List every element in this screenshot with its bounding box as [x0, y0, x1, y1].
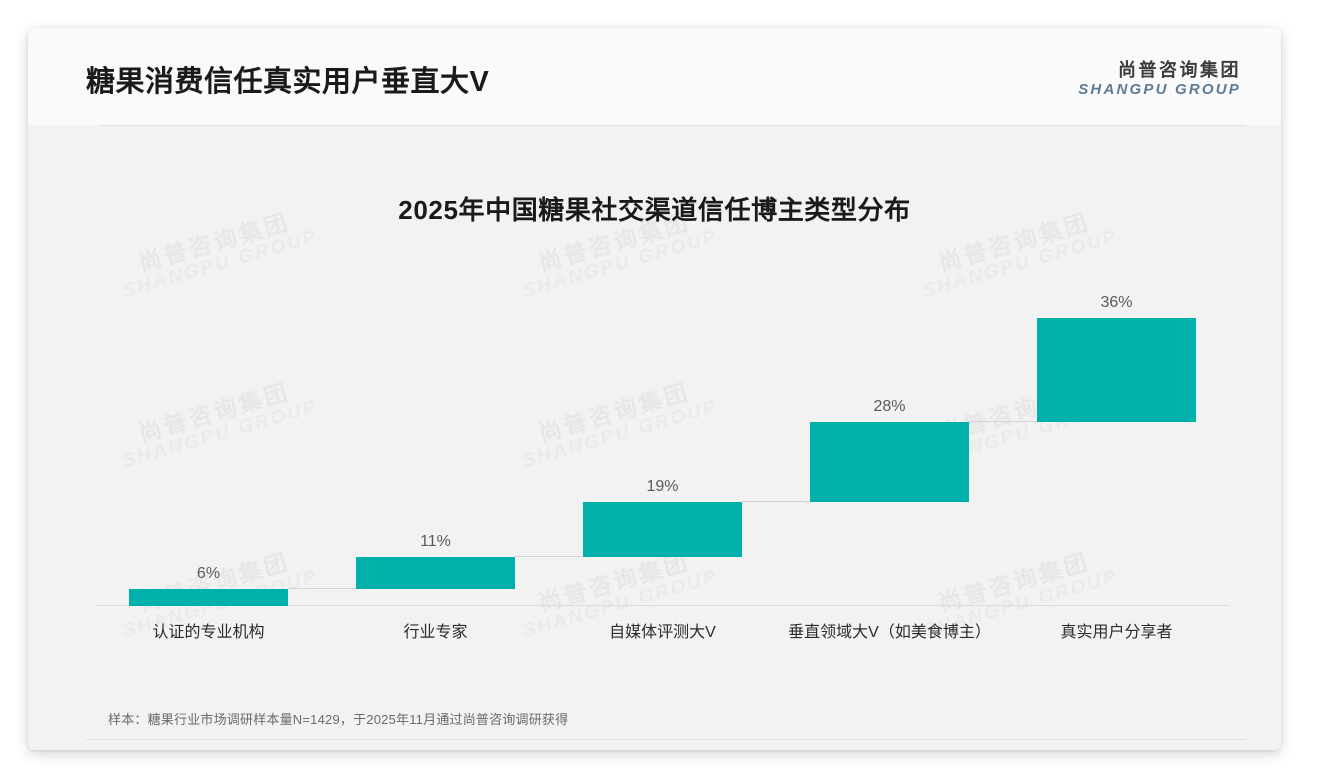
slide-body: 尚普咨询集团 SHANGPU GROUP 尚普咨询集团 SHANGPU GROU…: [28, 126, 1281, 750]
header-divider: [100, 125, 1245, 126]
bar-3: [583, 502, 742, 558]
waterfall-connector: [514, 556, 584, 558]
category-label: 真实用户分享者: [1060, 624, 1173, 641]
slide: 糖果消费信任真实用户垂直大V 尚普咨询集团 SHANGPU GROUP 尚普咨询…: [28, 28, 1281, 750]
category-label: 认证的专业机构: [152, 624, 265, 641]
bar-5: [1037, 318, 1196, 422]
chart-plot-area: 6% 认证的专业机构 11% 行业专家 19% 自媒体评测大V 28% 垂直领域大V（如美食博…: [73, 226, 1238, 641]
category-label: 垂直领域大V（如美食博主）: [788, 624, 991, 641]
chart-title: 2025年中国糖果社交渠道信任博主类型分布: [398, 195, 911, 225]
brand-logo: 尚普咨询集团 SHANGPU GROUP: [1078, 60, 1241, 99]
bar-value-label: 36%: [1100, 294, 1133, 311]
footer-website: www.shangpu-china.com: [1096, 749, 1245, 750]
brand-logo-en: SHANGPU GROUP: [1078, 80, 1241, 98]
bar-1: [129, 588, 288, 606]
footer-divider: [86, 739, 1246, 740]
waterfall-connector: [741, 501, 811, 503]
waterfall-connector: [968, 420, 1038, 422]
bar-value-label: 28%: [873, 397, 906, 415]
category-label: 自媒体评测大V: [609, 624, 716, 641]
footer-copyright: ©2026.1 SHANGPU GROUP: [98, 749, 286, 750]
category-label: 行业专家: [403, 624, 468, 641]
slide-header: 糖果消费信任真实用户垂直大V 尚普咨询集团 SHANGPU GROUP: [28, 28, 1281, 125]
bar-4: [810, 421, 969, 503]
chart-baseline-axis: [95, 605, 1230, 606]
bar-2: [356, 557, 515, 589]
page-title: 糖果消费信任真实用户垂直大V: [86, 66, 490, 98]
chart-footnote: 样本：糖果行业市场调研样本量N=1429，于2025年11月通过尚普咨询调研获得: [108, 712, 569, 727]
bar-value-label: 19%: [646, 478, 679, 496]
waterfall-connector: [287, 587, 357, 589]
bar-value-label: 11%: [420, 533, 451, 551]
brand-logo-cn: 尚普咨询集团: [1118, 60, 1241, 80]
bar-value-label: 6%: [196, 564, 221, 582]
